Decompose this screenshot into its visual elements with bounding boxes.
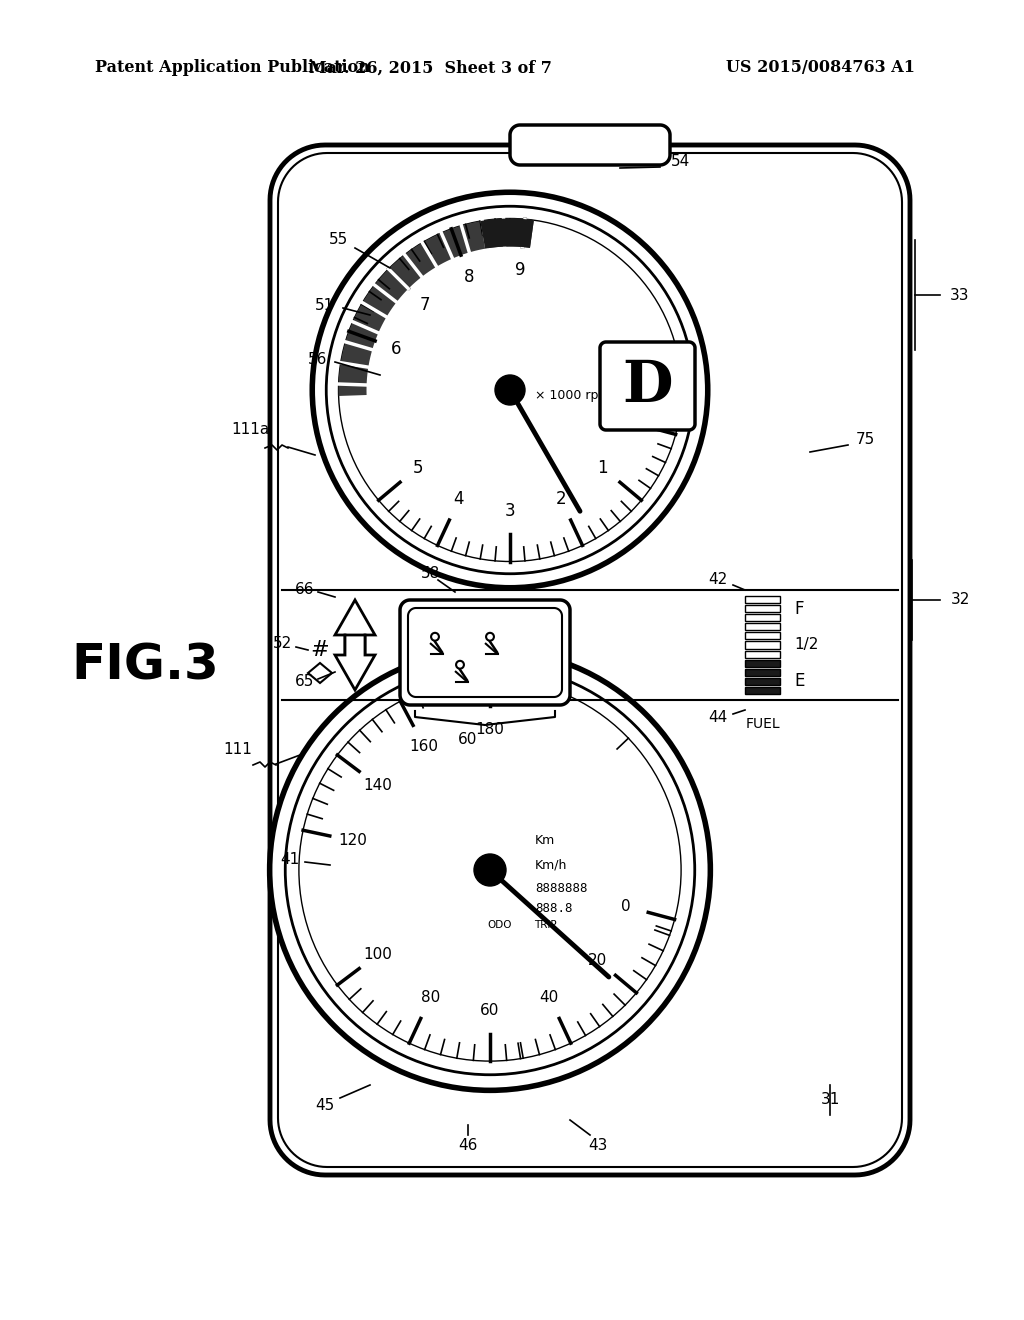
Polygon shape bbox=[600, 342, 695, 430]
Bar bbox=[745, 686, 780, 694]
Text: 1/2: 1/2 bbox=[794, 638, 818, 652]
Text: 8: 8 bbox=[464, 268, 474, 285]
Text: 65: 65 bbox=[295, 675, 314, 689]
Text: 100: 100 bbox=[364, 946, 392, 962]
Bar bbox=[745, 669, 780, 676]
Text: 5: 5 bbox=[413, 458, 423, 477]
Text: FIG.3: FIG.3 bbox=[71, 642, 219, 689]
Text: 111: 111 bbox=[223, 742, 253, 758]
Text: 160: 160 bbox=[410, 738, 438, 754]
Text: 75: 75 bbox=[855, 433, 874, 447]
Text: 45: 45 bbox=[315, 1097, 335, 1113]
Text: E: E bbox=[794, 672, 805, 690]
Text: 20: 20 bbox=[588, 953, 607, 968]
Text: D: D bbox=[623, 358, 673, 414]
Text: 2: 2 bbox=[556, 491, 566, 508]
Text: 140: 140 bbox=[364, 777, 392, 793]
Bar bbox=[745, 597, 780, 603]
Text: 180: 180 bbox=[475, 722, 505, 737]
Text: Mar. 26, 2015  Sheet 3 of 7: Mar. 26, 2015 Sheet 3 of 7 bbox=[308, 59, 552, 77]
Text: 52: 52 bbox=[272, 635, 292, 651]
Text: 4: 4 bbox=[454, 491, 464, 508]
Text: 58: 58 bbox=[421, 565, 439, 581]
Text: 111a: 111a bbox=[230, 422, 269, 437]
Text: 7: 7 bbox=[420, 296, 430, 314]
Text: 43: 43 bbox=[589, 1138, 607, 1152]
Polygon shape bbox=[510, 125, 670, 165]
Text: 46: 46 bbox=[459, 1138, 477, 1152]
Polygon shape bbox=[270, 145, 910, 1175]
Bar bbox=[745, 632, 780, 639]
Text: 888.8: 888.8 bbox=[535, 902, 572, 915]
Text: US 2015/0084763 A1: US 2015/0084763 A1 bbox=[725, 59, 914, 77]
Bar bbox=[745, 677, 780, 685]
Text: F: F bbox=[794, 601, 804, 618]
Text: FUEL: FUEL bbox=[745, 717, 780, 731]
Text: 60: 60 bbox=[480, 1003, 500, 1018]
Text: 80: 80 bbox=[421, 990, 440, 1005]
Text: #: # bbox=[310, 640, 330, 660]
Text: 8888888: 8888888 bbox=[535, 882, 588, 895]
Polygon shape bbox=[400, 601, 570, 705]
Text: 60: 60 bbox=[459, 733, 477, 747]
Text: 54: 54 bbox=[671, 154, 689, 169]
Circle shape bbox=[474, 854, 506, 886]
Bar bbox=[745, 642, 780, 648]
Text: Km: Km bbox=[535, 833, 555, 846]
Text: 56: 56 bbox=[308, 352, 328, 367]
Bar bbox=[745, 623, 780, 631]
Text: 120: 120 bbox=[338, 833, 368, 849]
Polygon shape bbox=[480, 219, 534, 248]
Circle shape bbox=[271, 652, 709, 1089]
Bar bbox=[745, 660, 780, 667]
Text: 42: 42 bbox=[709, 573, 728, 587]
Text: Km/h: Km/h bbox=[535, 858, 567, 871]
Text: × 1000 rpm: × 1000 rpm bbox=[535, 388, 610, 401]
Text: 41: 41 bbox=[281, 853, 300, 867]
Text: 6: 6 bbox=[391, 339, 401, 358]
Text: 0: 0 bbox=[621, 899, 631, 913]
Text: TRIP: TRIP bbox=[534, 920, 556, 931]
Polygon shape bbox=[339, 219, 534, 396]
Text: 33: 33 bbox=[950, 288, 970, 302]
Text: 40: 40 bbox=[540, 990, 559, 1005]
Polygon shape bbox=[335, 601, 375, 655]
Text: 31: 31 bbox=[820, 1093, 840, 1107]
Text: 9: 9 bbox=[515, 261, 525, 279]
Text: ODO: ODO bbox=[487, 920, 512, 931]
Text: 3: 3 bbox=[505, 502, 515, 520]
Text: 55: 55 bbox=[329, 232, 347, 248]
Text: 51: 51 bbox=[315, 297, 335, 313]
Text: Patent Application Publication: Patent Application Publication bbox=[95, 59, 370, 77]
Text: 1: 1 bbox=[597, 458, 608, 477]
Text: 66: 66 bbox=[295, 582, 314, 598]
Bar bbox=[745, 605, 780, 612]
Bar bbox=[745, 651, 780, 657]
Circle shape bbox=[495, 375, 525, 405]
Circle shape bbox=[314, 194, 706, 586]
Text: 44: 44 bbox=[709, 710, 728, 726]
Text: 0: 0 bbox=[622, 412, 632, 430]
Polygon shape bbox=[335, 635, 375, 690]
Text: 32: 32 bbox=[950, 593, 970, 607]
Bar bbox=[745, 614, 780, 622]
